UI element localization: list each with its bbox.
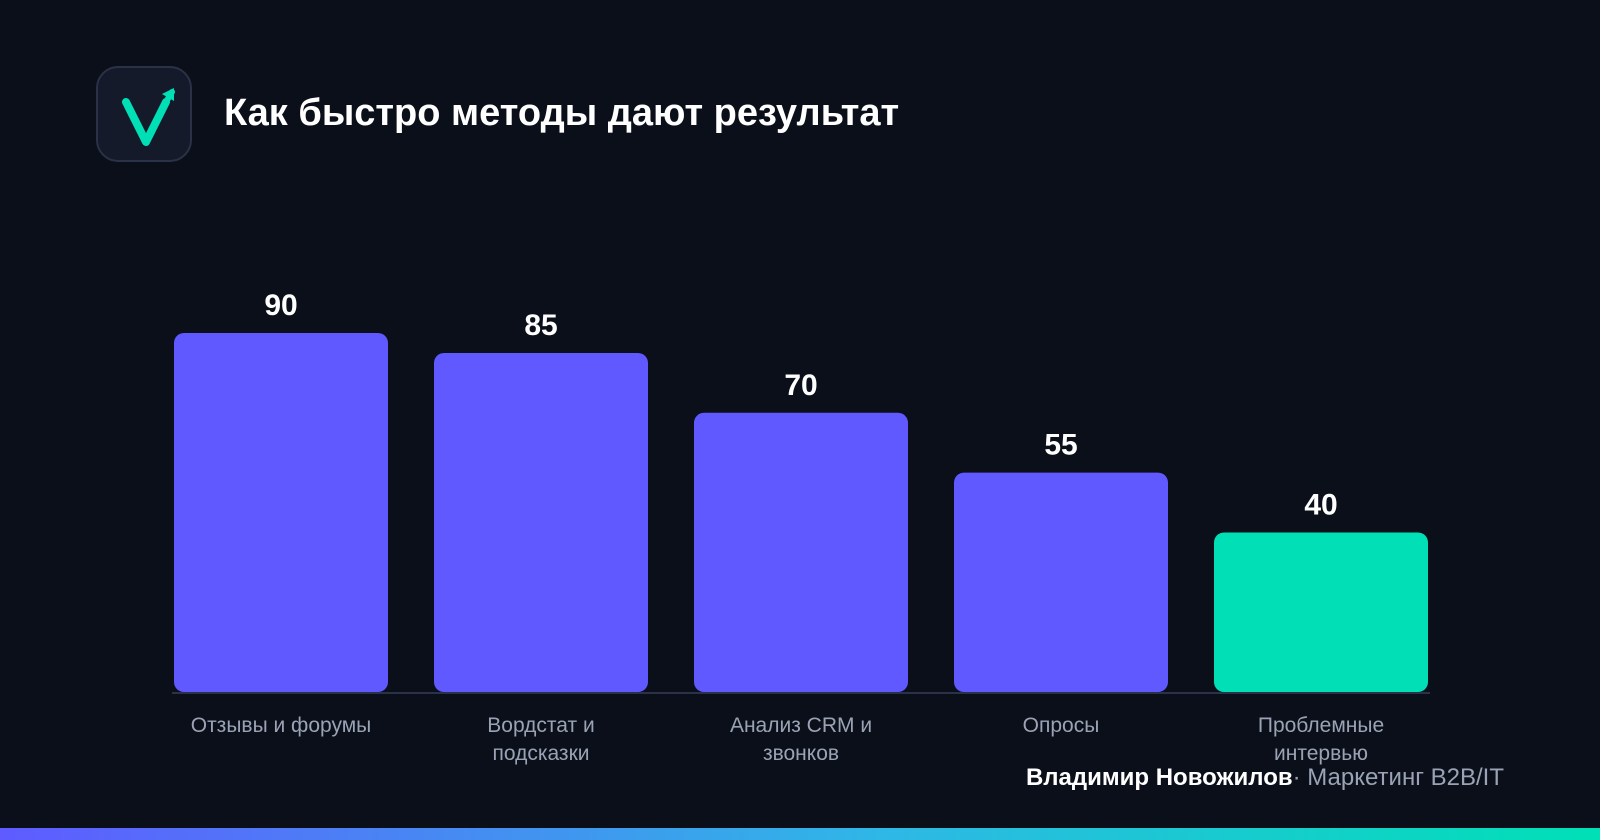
bar-value-label-3: 70	[784, 369, 817, 402]
category-label-4: Опросы	[1022, 714, 1100, 737]
logo	[96, 66, 192, 162]
bar-2	[434, 352, 648, 692]
bar-value-label-2: 85	[524, 309, 557, 342]
author-name: Владимир Новожилов	[1025, 764, 1293, 791]
page-title: Как быстро методы дают результат	[224, 92, 900, 134]
bar-value-label-4: 55	[1044, 429, 1077, 462]
category-label-3: Анализ CRM и звонков	[729, 714, 873, 765]
bar-value-label-1: 90	[264, 289, 297, 322]
author-role: Маркетинг B2B/IT	[1307, 764, 1504, 791]
bar-1	[174, 333, 388, 692]
bar-4	[954, 472, 1168, 692]
credit-separator: ·	[1292, 764, 1301, 791]
bar-5	[1214, 532, 1428, 692]
gradient-bottom-bar	[0, 828, 1600, 840]
bar-value-label-5: 40	[1304, 488, 1337, 521]
checkmark-arrow-icon	[122, 88, 175, 146]
bar-3	[694, 412, 908, 692]
category-label-1: Отзывы и форумы	[190, 714, 372, 737]
category-label-5: Проблемные интервью	[1257, 714, 1385, 765]
author-credit: Владимир Новожилов· Маркетинг B2B/IT	[1026, 763, 1504, 793]
category-label-2: Вордстат и подсказки	[487, 714, 595, 765]
